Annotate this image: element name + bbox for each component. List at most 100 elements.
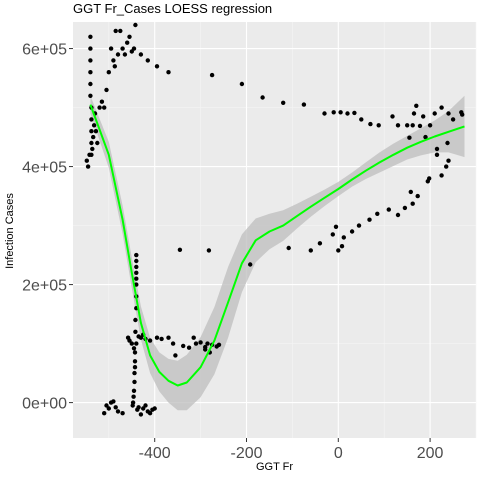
data-point — [460, 112, 465, 117]
data-point — [133, 329, 138, 334]
data-point — [386, 207, 391, 212]
data-point — [88, 70, 93, 75]
y-tick-label: 6e+05 — [22, 42, 67, 59]
data-point — [414, 103, 419, 109]
data-point — [135, 407, 140, 412]
data-point — [132, 365, 138, 370]
data-point — [439, 105, 444, 110]
data-point — [97, 105, 102, 110]
data-point — [138, 52, 144, 57]
data-point — [145, 409, 150, 414]
data-point — [120, 46, 125, 51]
data-point — [450, 117, 456, 122]
loess-fit-group — [89, 104, 465, 387]
data-point — [248, 262, 253, 267]
data-point — [111, 399, 116, 404]
data-point — [170, 341, 176, 346]
data-point — [88, 46, 93, 51]
data-point — [359, 117, 364, 122]
data-point — [113, 405, 118, 410]
data-point — [341, 235, 346, 240]
data-point — [132, 359, 138, 364]
data-point — [281, 100, 286, 106]
data-point — [132, 350, 138, 355]
data-point — [90, 146, 95, 152]
data-point — [134, 264, 139, 270]
data-point — [131, 394, 136, 399]
data-point — [89, 117, 94, 122]
data-point — [339, 244, 345, 249]
data-point — [193, 341, 199, 346]
data-point — [89, 129, 94, 134]
chart-title: GGT Fr_Cases LOESS regression — [73, 1, 273, 16]
axes: -400 -200 0 200 0e+00 2e+05 4e+05 6e+05 — [22, 42, 443, 462]
data-point — [113, 28, 118, 34]
data-point — [133, 317, 138, 323]
data-point — [375, 211, 380, 216]
data-point — [376, 123, 381, 128]
data-point — [143, 403, 148, 408]
data-point — [122, 52, 128, 57]
data-point — [356, 223, 362, 228]
data-point — [138, 412, 144, 417]
data-point — [84, 158, 90, 163]
data-point — [205, 341, 210, 346]
data-point — [134, 282, 139, 287]
data-point — [147, 338, 153, 343]
data-point — [120, 411, 125, 416]
data-point — [349, 229, 355, 234]
data-point — [203, 347, 208, 352]
data-point — [85, 164, 91, 169]
data-point — [166, 335, 171, 340]
data-point — [132, 370, 137, 376]
data-point — [134, 258, 139, 264]
data-point — [390, 114, 395, 119]
y-axis-label: Infection Cases — [4, 193, 16, 269]
data-point — [260, 95, 265, 100]
data-point — [159, 336, 164, 342]
data-point — [407, 135, 412, 140]
x-tick-label: 200 — [417, 445, 444, 462]
data-point — [445, 140, 450, 146]
data-point — [446, 158, 451, 163]
data-point — [88, 58, 93, 63]
data-point — [352, 110, 357, 116]
data-point — [112, 64, 118, 69]
confidence-ribbon — [90, 95, 465, 411]
data-point — [395, 212, 401, 218]
data-point — [145, 58, 150, 63]
data-point — [206, 248, 212, 253]
data-point — [209, 72, 215, 78]
data-point — [134, 276, 139, 281]
data-point — [177, 247, 183, 252]
data-point — [421, 114, 426, 119]
confidence-ribbon-group — [90, 95, 465, 411]
data-point — [446, 111, 451, 116]
data-point — [405, 123, 410, 128]
data-point — [95, 140, 100, 146]
data-point — [91, 134, 96, 140]
data-point — [330, 232, 335, 237]
y-tick-label: 2e+05 — [22, 278, 67, 295]
data-point — [102, 411, 107, 416]
data-point — [91, 123, 97, 128]
data-point — [368, 121, 373, 127]
data-point — [88, 93, 93, 99]
data-point — [111, 58, 116, 63]
data-point — [129, 341, 134, 346]
y-tick-label: 0e+00 — [22, 396, 67, 413]
data-point — [106, 406, 112, 411]
data-point — [425, 179, 430, 184]
loess-fit-line — [89, 104, 465, 387]
data-point — [104, 403, 109, 408]
data-point — [181, 343, 186, 349]
data-point — [89, 140, 94, 146]
data-point — [88, 34, 93, 39]
data-point — [322, 111, 327, 116]
data-point — [186, 345, 192, 350]
data-point — [423, 134, 428, 140]
data-point — [106, 70, 112, 75]
data-point — [411, 111, 417, 116]
data-point — [301, 102, 307, 107]
